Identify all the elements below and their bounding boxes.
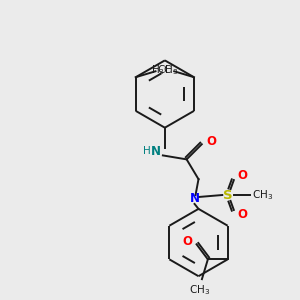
- Text: S: S: [224, 188, 233, 202]
- Text: N: N: [190, 193, 200, 206]
- Text: N: N: [151, 145, 161, 158]
- Text: H: H: [143, 146, 151, 157]
- Text: CH$_3$: CH$_3$: [189, 283, 211, 297]
- Text: O: O: [206, 135, 216, 148]
- Text: O: O: [237, 169, 247, 182]
- Text: H$_3$C: H$_3$C: [151, 63, 172, 77]
- Text: CH$_3$: CH$_3$: [252, 188, 273, 202]
- Text: CH$_3$: CH$_3$: [158, 63, 179, 77]
- Text: O: O: [182, 235, 192, 248]
- Text: O: O: [237, 208, 247, 221]
